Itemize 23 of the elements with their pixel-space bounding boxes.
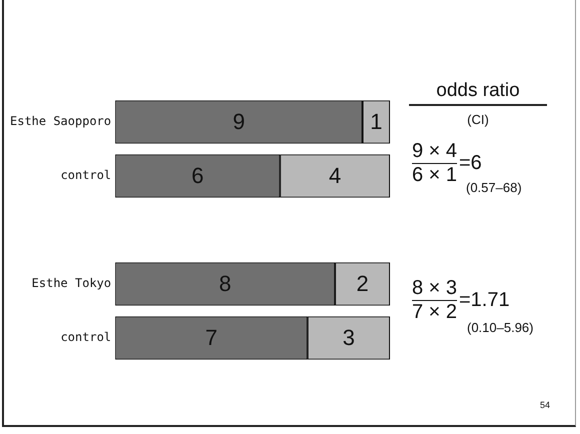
text: =1.71 <box>459 289 510 312</box>
data-label: 2 <box>356 271 369 296</box>
data-label: 6 <box>191 163 204 188</box>
data-label: 9 <box>232 109 245 134</box>
data-label: 4 <box>328 163 342 188</box>
text: 7 × 2 <box>412 301 458 324</box>
data-label: 3 <box>342 325 355 350</box>
text: (0.10–5.96) <box>467 320 534 335</box>
text: 54 <box>540 400 550 410</box>
text: (0.57–68) <box>466 180 522 195</box>
data-label: 7 <box>205 325 218 350</box>
text: 8 × 3 <box>412 277 458 301</box>
text: =6 <box>459 152 482 175</box>
text: (CI) <box>467 112 489 127</box>
data-label: 1 <box>370 109 382 134</box>
y-tick-label: Esthe Tokyo <box>32 276 112 290</box>
y-tick-label: control <box>60 168 112 182</box>
text: 9 × 4 <box>412 140 458 164</box>
y-tick-label: Esthe Saopporo <box>10 114 112 128</box>
text: odds ratio <box>436 80 520 102</box>
text: 6 × 1 <box>412 164 458 187</box>
data-label: 8 <box>218 271 232 296</box>
y-tick-label: control <box>60 330 112 344</box>
